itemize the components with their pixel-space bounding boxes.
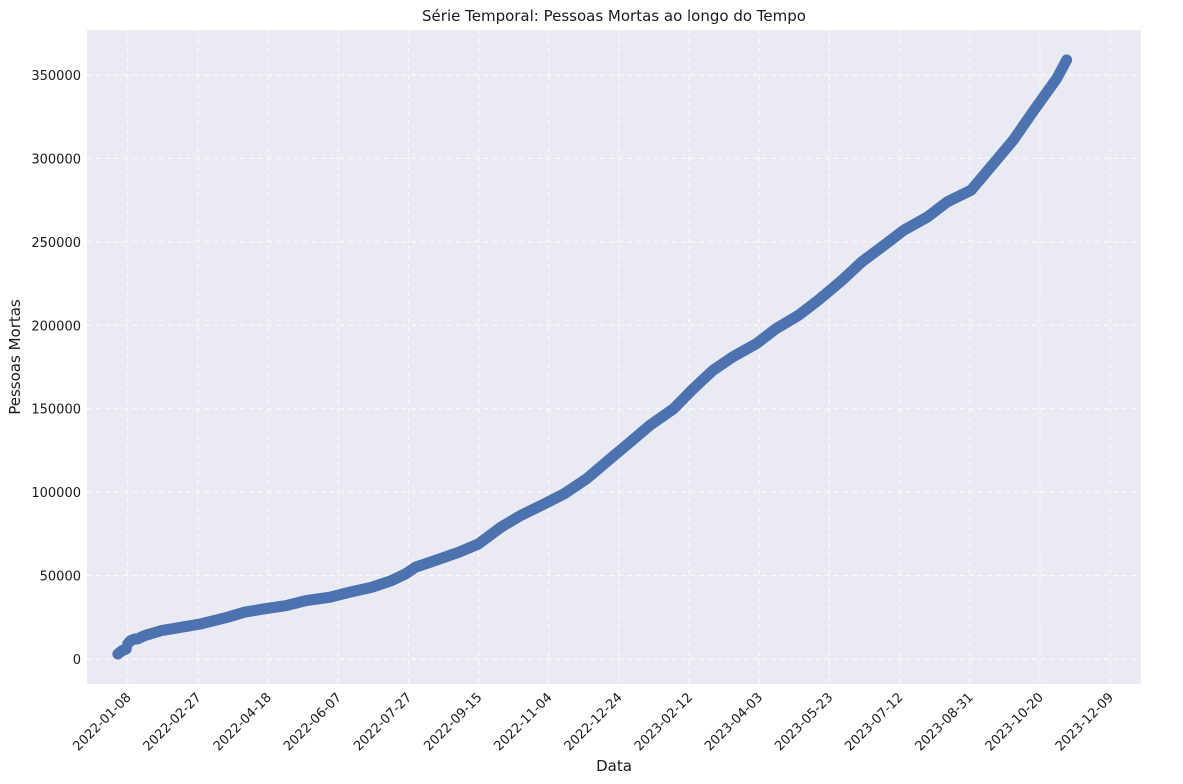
y-tick-label: 50000 <box>40 570 81 585</box>
x-tick-label: 2023-04-03 <box>702 690 766 754</box>
x-tick-label: 2023-02-12 <box>632 690 696 754</box>
y-tick-label: 100000 <box>31 486 81 501</box>
y-tick-label: 300000 <box>31 152 81 167</box>
x-tick-label: 2023-12-09 <box>1053 690 1117 754</box>
data-points <box>112 54 1073 660</box>
y-axis-label: Pessoas Mortas <box>6 299 24 415</box>
y-tick-label: 200000 <box>31 319 81 334</box>
x-tick-label: 2023-07-12 <box>842 690 906 754</box>
x-tick-label: 2022-12-24 <box>562 690 626 754</box>
plot-background <box>87 30 1141 684</box>
x-tick-label: 2022-01-08 <box>70 690 134 754</box>
x-tick-label: 2022-06-07 <box>281 690 345 754</box>
x-tick-label: 2022-04-18 <box>211 690 275 754</box>
y-tick-label: 0 <box>73 653 81 668</box>
x-tick-label: 2022-02-27 <box>141 690 205 754</box>
x-tick-label: 2023-10-20 <box>983 690 1047 754</box>
x-tick-label: 2022-09-15 <box>421 690 485 754</box>
x-tick-label: 2023-08-31 <box>913 690 977 754</box>
x-axis-label: Data <box>596 757 632 775</box>
x-tick-label: 2022-11-04 <box>492 690 556 754</box>
y-tick-label: 150000 <box>31 403 81 418</box>
x-tick-label: 2023-05-23 <box>772 690 836 754</box>
y-tick-label: 350000 <box>31 69 81 84</box>
data-point <box>1061 54 1073 66</box>
y-tick-label: 250000 <box>31 236 81 251</box>
chart-title: Série Temporal: Pessoas Mortas ao longo … <box>422 7 806 25</box>
x-tick-label: 2022-07-27 <box>351 690 415 754</box>
